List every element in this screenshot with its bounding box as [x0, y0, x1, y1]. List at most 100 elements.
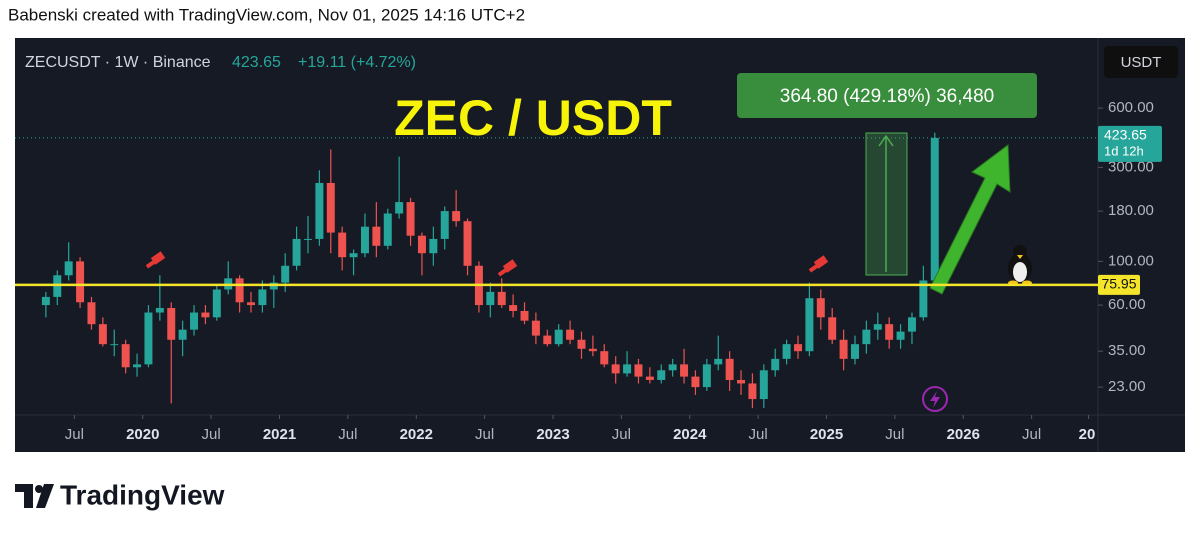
candle-body — [167, 307, 176, 340]
y-tick-label: 600.00 — [1108, 99, 1154, 116]
candle-body — [725, 358, 734, 380]
candle-body — [759, 370, 768, 400]
measure-label: 364.80 (429.18%) 36,480 — [780, 86, 994, 107]
candle-body — [235, 278, 244, 303]
trend-arrow — [929, 144, 1011, 295]
brand-name: TradingView — [60, 479, 225, 510]
credit: Babenski created with TradingView.com, N… — [8, 5, 525, 24]
hammer-icon — [497, 259, 518, 277]
hline-tag — [1098, 274, 1140, 295]
candle-body — [851, 344, 859, 359]
candle-body — [543, 335, 552, 345]
candle-body — [121, 344, 130, 368]
candle-body — [691, 376, 700, 388]
candle-body — [862, 329, 871, 345]
hline-tag-label: 75.95 — [1101, 276, 1136, 292]
legend-symbol: ZECUSDT · 1W · Binance — [25, 54, 211, 71]
candle-body — [873, 324, 882, 330]
candle-body — [360, 226, 369, 254]
candle-body — [554, 329, 563, 345]
x-tick-label: 2023 — [536, 426, 569, 443]
candle-body — [212, 289, 221, 318]
candle-body — [600, 351, 609, 365]
candle-body — [64, 261, 73, 276]
x-tick-label: 2022 — [400, 426, 433, 443]
currency-button-label[interactable]: USDT — [1121, 54, 1162, 71]
candle-body — [896, 331, 905, 340]
candle-body — [566, 329, 575, 340]
x-tick-label: 2026 — [947, 426, 980, 443]
y-tick-label: 100.00 — [1108, 252, 1154, 269]
penguin-icon — [1008, 245, 1032, 286]
candle-body — [144, 312, 153, 365]
brand-logo — [15, 484, 54, 508]
alert-icon[interactable] — [922, 386, 948, 412]
candle-body — [531, 320, 540, 336]
candle-body — [258, 289, 267, 306]
candle-body — [326, 182, 335, 233]
candle-body — [190, 312, 199, 330]
candle-body — [372, 226, 381, 246]
candle-body — [155, 307, 164, 313]
candle-body — [429, 238, 438, 254]
y-tick-label: 60.00 — [1108, 296, 1146, 313]
candle-body — [907, 317, 916, 332]
x-tick-label: Jul — [475, 426, 494, 443]
currency-button[interactable] — [1104, 46, 1178, 78]
plot — [15, 132, 1098, 409]
candle-body — [452, 211, 461, 222]
chart-title: ZEC / USDT — [394, 90, 672, 146]
price-tag — [1098, 125, 1162, 162]
x-tick-label: 2025 — [810, 426, 843, 443]
legend-change: +19.11 (+4.72%) — [298, 54, 416, 71]
candle-body — [930, 137, 939, 281]
measure-box — [737, 73, 1037, 118]
candle-body — [611, 364, 620, 374]
candle-body — [828, 317, 837, 340]
y-tick-label: 35.00 — [1108, 342, 1146, 359]
candle-body — [87, 302, 96, 325]
candle-body — [349, 253, 358, 258]
x-tick-label: 20 — [1079, 426, 1096, 443]
candle-body — [201, 312, 210, 318]
x-tick-label: Jul — [338, 426, 357, 443]
candle-body — [702, 364, 711, 388]
x-tick-label: Jul — [202, 426, 221, 443]
candle-body — [748, 383, 757, 400]
y-tick-label: 23.00 — [1108, 378, 1146, 395]
x-tick-label: Jul — [1022, 426, 1041, 443]
candle-body — [406, 202, 415, 236]
y-tick-label: 300.00 — [1108, 158, 1154, 175]
legend-price: 423.65 — [232, 54, 281, 71]
candle-body — [588, 348, 597, 352]
candle-body — [577, 339, 586, 349]
candle-body — [509, 305, 518, 311]
price-tag-label: 423.65 — [1104, 127, 1147, 143]
candle-body — [520, 310, 529, 321]
candle-body — [623, 364, 632, 374]
x-tick-label: 2020 — [126, 426, 159, 443]
candle-body — [497, 291, 506, 306]
candle-body — [178, 329, 187, 340]
candle-body — [133, 364, 142, 368]
candle-body — [634, 364, 643, 377]
candle-body — [771, 358, 780, 371]
candle-body — [680, 364, 689, 377]
candle-body — [338, 232, 347, 258]
candle-body — [782, 344, 791, 359]
candle-body — [645, 376, 654, 380]
x-tick-label: Jul — [885, 426, 904, 443]
candle-body — [98, 324, 107, 345]
candle-body — [247, 302, 255, 306]
candle-body — [805, 298, 814, 352]
candle-body — [885, 324, 894, 340]
candle-body — [668, 364, 677, 371]
candle-body — [281, 265, 290, 283]
candle-body — [110, 344, 119, 346]
candle-body — [486, 291, 495, 306]
x-tick-label: 2021 — [263, 426, 296, 443]
candle-body — [440, 211, 449, 239]
candle-body — [76, 261, 85, 303]
